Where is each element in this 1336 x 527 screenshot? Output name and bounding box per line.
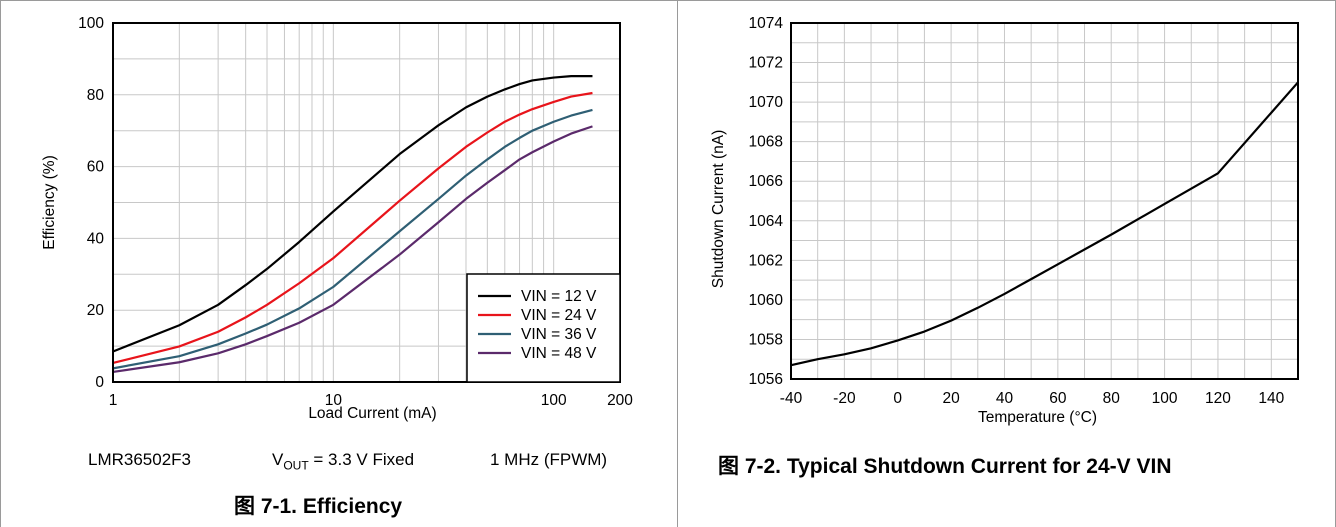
- vout-subscript: OUT: [283, 458, 309, 473]
- figure-caption-7-2: 图 7-2. Typical Shutdown Current for 24-V…: [718, 455, 1172, 478]
- series-line-1: [790, 81, 1299, 367]
- x-tick-label: 60: [1049, 390, 1067, 407]
- y-tick-label: 40: [87, 230, 105, 247]
- series-line-1: [112, 75, 593, 353]
- y-tick-label: 1074: [749, 15, 784, 32]
- plot-frame: [112, 22, 621, 383]
- figure-caption-7-1: 图 7-1. Efficiency: [234, 495, 403, 518]
- x-tick-label: -40: [780, 390, 803, 407]
- legend-label: VIN = 24 V: [521, 307, 597, 324]
- x-tick-label: 140: [1258, 390, 1284, 407]
- x-tick-label: 100: [541, 392, 567, 409]
- y-tick-label: 1066: [749, 173, 783, 190]
- y-tick-label: 1064: [749, 213, 784, 230]
- series-line-2: [112, 91, 593, 365]
- y-tick-label: 100: [78, 15, 104, 32]
- y-tick-label: 1068: [749, 134, 783, 151]
- x-tick-label: 80: [1103, 390, 1121, 407]
- vout-prefix: V: [272, 450, 284, 469]
- y-tick-label: 80: [87, 87, 105, 104]
- x-tick-label: 20: [942, 390, 960, 407]
- y-axis-label: Efficiency (%): [41, 155, 58, 249]
- x-tick-label: 10: [325, 392, 343, 409]
- vout-rest: = 3.3 V Fixed: [308, 450, 415, 469]
- plot-frame: [790, 22, 1299, 380]
- x-tick-label: 120: [1205, 390, 1231, 407]
- y-tick-label: 1062: [749, 252, 783, 269]
- legend-box: [466, 273, 621, 383]
- series-line-4: [112, 125, 593, 374]
- x-tick-label: -20: [833, 390, 856, 407]
- legend-label: VIN = 36 V: [521, 326, 597, 343]
- y-tick-label: 60: [87, 159, 105, 176]
- legend-label: VIN = 12 V: [521, 288, 597, 305]
- frequency-note: 1 MHz (FPWM): [490, 450, 608, 469]
- y-axis-label: Shutdown Current (nA): [710, 130, 727, 289]
- vout-note: VOUT = 3.3 V Fixed: [272, 450, 414, 472]
- y-tick-label: 1072: [749, 55, 783, 72]
- legend-label: VIN = 48 V: [521, 345, 597, 362]
- y-tick-label: 1060: [749, 292, 784, 309]
- y-tick-label: 1056: [749, 371, 783, 388]
- y-tick-label: 1070: [749, 94, 784, 111]
- y-tick-label: 0: [95, 374, 104, 391]
- x-axis-label: Load Current (mA): [308, 405, 436, 422]
- y-tick-label: 1058: [749, 331, 783, 348]
- x-tick-label: 1: [109, 392, 118, 409]
- series-line-3: [112, 108, 593, 370]
- x-axis-label: Temperature (°C): [978, 409, 1097, 426]
- x-tick-label: 200: [607, 392, 633, 409]
- x-tick-label: 40: [996, 390, 1014, 407]
- x-tick-label: 0: [893, 390, 902, 407]
- part-number-note: LMR36502F3: [88, 450, 192, 469]
- x-tick-label: 100: [1152, 390, 1178, 407]
- efficiency-chart: 1 10 100 200 0 20 40 60 80 100 Load Current (mA) Ef…: [41, 15, 633, 422]
- y-tick-label: 20: [87, 302, 105, 319]
